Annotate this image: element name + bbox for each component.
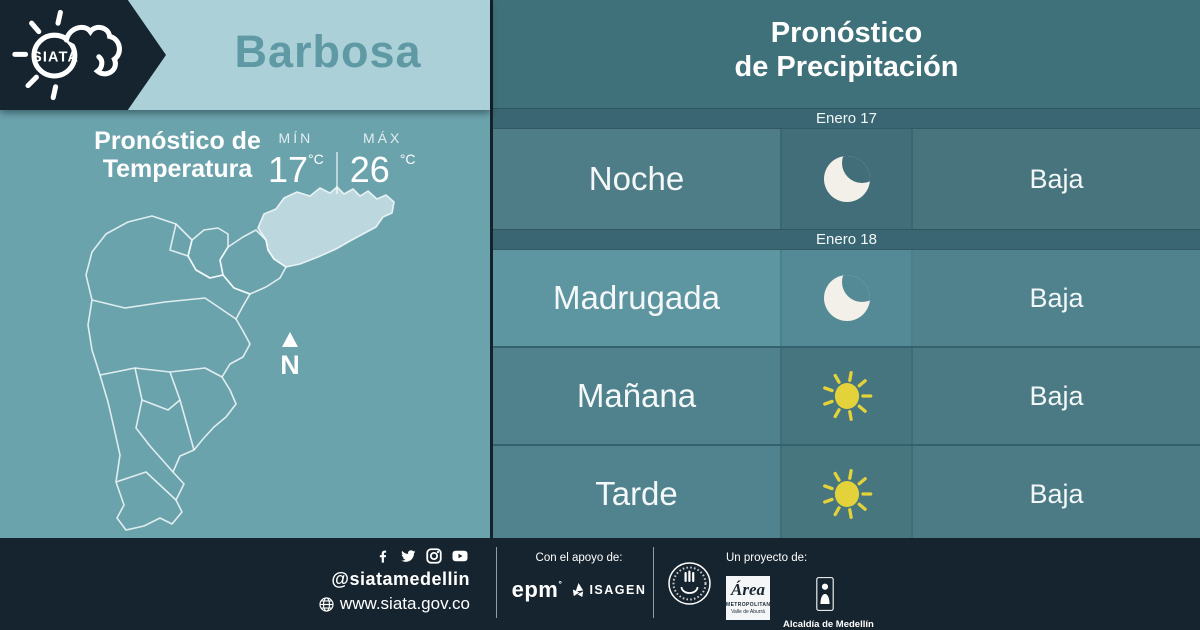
project-block: Un proyecto de: Área METROPOLITANA Valle… bbox=[726, 552, 874, 630]
siata-logo: SIATA bbox=[12, 9, 122, 101]
precipitation-panel: Pronóstico de Precipitación Enero 17 Noc… bbox=[490, 0, 1200, 542]
weather-icon-cell bbox=[780, 348, 913, 444]
forecast-row: Noche Baja bbox=[493, 129, 1200, 229]
alcaldia-logo: Alcaldía de Medellín bbox=[783, 576, 874, 630]
max-label: MÁX bbox=[362, 130, 403, 146]
twitter-icon[interactable] bbox=[398, 547, 418, 565]
minmax-divider bbox=[335, 152, 338, 194]
temperature-title: Pronóstico de Temperatura bbox=[70, 127, 285, 183]
footer-divider-2 bbox=[653, 547, 654, 618]
precipitation-level: Baja bbox=[1029, 380, 1084, 411]
max-temperature: MÁX 26 °C bbox=[350, 130, 416, 191]
min-value: 17°C bbox=[268, 149, 324, 191]
precipitation-level: Baja bbox=[1029, 163, 1084, 194]
support-block: Con el apoyo de: epm° ISAGEN bbox=[503, 552, 655, 603]
header: SIATA Barbosa bbox=[0, 0, 490, 110]
period-cell: Madrugada bbox=[493, 250, 780, 346]
sun-icon bbox=[822, 371, 872, 421]
min-temperature: MÍN 17°C bbox=[268, 130, 324, 191]
isagen-mark-icon bbox=[573, 582, 584, 598]
instagram-icon[interactable] bbox=[425, 547, 443, 565]
precipitation-title-line2: de Precipitación bbox=[734, 51, 959, 83]
social-handle[interactable]: @siatamedellin bbox=[331, 569, 470, 589]
temperature-title-line1: Pronóstico de bbox=[94, 127, 261, 155]
minmax-block: MÍN 17°C MÁX 26 °C bbox=[268, 130, 416, 194]
area-metropolitana-logo: Área METROPOLITANA Valle de Aburrá bbox=[726, 576, 775, 620]
period-cell: Tarde bbox=[493, 446, 780, 542]
area-logo-sub2: Valle de Aburrá bbox=[731, 609, 765, 615]
min-label: MÍN bbox=[278, 130, 314, 146]
moon-bite bbox=[841, 156, 870, 183]
moon-bite bbox=[841, 275, 870, 302]
precipitation-title: Pronóstico de Precipitación bbox=[493, 0, 1200, 108]
period-cell: Mañana bbox=[493, 348, 780, 444]
area-logo-script: Área bbox=[731, 580, 765, 599]
footer-divider-1 bbox=[496, 547, 497, 618]
level-cell: Baja bbox=[913, 129, 1200, 229]
siata-banner: SIATA bbox=[0, 0, 166, 110]
temperature-panel: N Pronóstico de Temperatura MÍN 17°C MÁX… bbox=[0, 110, 490, 538]
social-block: @siatamedellin www.siata.gov.co bbox=[318, 546, 470, 614]
globe-icon bbox=[319, 596, 334, 612]
forecast-row: Mañana Baja bbox=[493, 346, 1200, 444]
project-label: Un proyecto de: bbox=[726, 552, 808, 564]
sun-icon bbox=[822, 469, 872, 519]
precipitation-table: Enero 17 Noche Baja Enero 18 Madrugada B… bbox=[493, 108, 1200, 542]
min-unit: °C bbox=[308, 151, 324, 167]
date-band: Enero 17 bbox=[493, 108, 1200, 129]
period-label: Noche bbox=[588, 160, 685, 197]
social-icons bbox=[318, 546, 470, 566]
municipality-map: N bbox=[85, 186, 395, 531]
area-logo-sub1: METROPOLITANA bbox=[726, 602, 775, 608]
max-unit: °C bbox=[399, 151, 416, 167]
moon-icon bbox=[823, 275, 870, 321]
isagen-logo-text: ISAGEN bbox=[589, 583, 647, 597]
period-label: Tarde bbox=[595, 475, 678, 512]
weather-icon-cell bbox=[780, 250, 913, 346]
forecast-row: Madrugada Baja bbox=[493, 250, 1200, 346]
period-label: Mañana bbox=[576, 377, 697, 414]
isagen-logo: ISAGEN bbox=[571, 582, 646, 598]
precipitation-level: Baja bbox=[1029, 478, 1084, 509]
support-label: Con el apoyo de: bbox=[535, 552, 623, 564]
precipitation-level: Baja bbox=[1029, 282, 1084, 313]
youtube-icon[interactable] bbox=[450, 547, 470, 565]
epm-logo-text: epm bbox=[511, 577, 559, 602]
epm-logo-mark: ° bbox=[558, 579, 563, 589]
epm-logo: epm° bbox=[512, 577, 563, 603]
north-label: N bbox=[280, 350, 300, 380]
level-cell: Baja bbox=[913, 446, 1200, 542]
period-cell: Noche bbox=[493, 129, 780, 229]
weather-icon-cell bbox=[780, 129, 913, 229]
min-number: 17 bbox=[268, 149, 309, 190]
date-band: Enero 18 bbox=[493, 229, 1200, 250]
forecast-row: Tarde Baja bbox=[493, 444, 1200, 542]
location-title: Barbosa bbox=[234, 26, 422, 77]
alcaldia-emblem-icon bbox=[816, 577, 834, 611]
level-cell: Baja bbox=[913, 348, 1200, 444]
footer: @siatamedellin www.siata.gov.co Con el a… bbox=[0, 538, 1200, 630]
level-cell: Baja bbox=[913, 250, 1200, 346]
map-region-highlight bbox=[257, 186, 395, 268]
alcaldia-caption: Alcaldía de Medellín bbox=[783, 619, 874, 630]
website-link[interactable]: www.siata.gov.co bbox=[339, 594, 470, 613]
temperature-title-line2: Temperatura bbox=[102, 155, 253, 183]
weather-icon-cell bbox=[780, 446, 913, 542]
precipitation-title-line1: Pronóstico bbox=[770, 17, 923, 49]
max-number: 26 bbox=[349, 149, 390, 190]
north-arrow: N bbox=[280, 332, 300, 380]
period-label: Madrugada bbox=[553, 279, 720, 316]
university-seal-icon bbox=[668, 562, 711, 605]
siata-logo-text: SIATA bbox=[32, 50, 79, 66]
moon-icon bbox=[823, 156, 870, 202]
facebook-icon[interactable] bbox=[375, 547, 391, 565]
max-value: 26 °C bbox=[350, 149, 416, 191]
